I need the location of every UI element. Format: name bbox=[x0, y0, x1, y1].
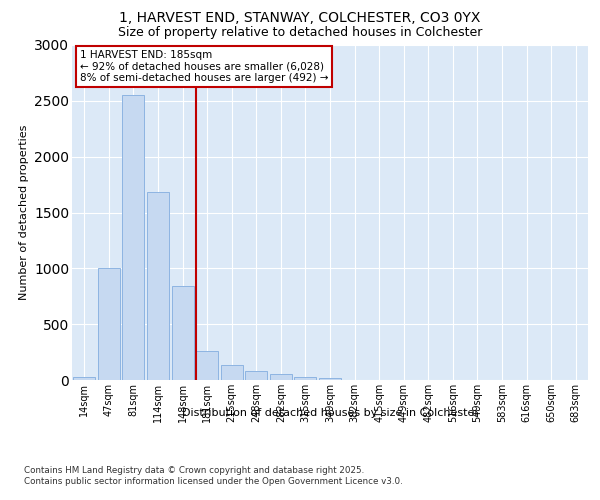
Bar bbox=[122, 95, 145, 380]
Y-axis label: Number of detached properties: Number of detached properties bbox=[19, 125, 29, 300]
Text: Contains public sector information licensed under the Open Government Licence v3: Contains public sector information licen… bbox=[24, 477, 403, 486]
Bar bbox=[98, 268, 120, 380]
Bar bbox=[73, 377, 95, 380]
Text: Contains HM Land Registry data © Crown copyright and database right 2025.: Contains HM Land Registry data © Crown c… bbox=[24, 466, 364, 475]
Text: Size of property relative to detached houses in Colchester: Size of property relative to detached ho… bbox=[118, 26, 482, 39]
Bar bbox=[172, 286, 194, 380]
Bar bbox=[221, 366, 243, 380]
Bar bbox=[196, 351, 218, 380]
Bar bbox=[319, 378, 341, 380]
Bar bbox=[270, 374, 292, 380]
Bar bbox=[295, 376, 316, 380]
Bar bbox=[245, 371, 268, 380]
Bar bbox=[147, 192, 169, 380]
Text: 1, HARVEST END, STANWAY, COLCHESTER, CO3 0YX: 1, HARVEST END, STANWAY, COLCHESTER, CO3… bbox=[119, 11, 481, 25]
Text: 1 HARVEST END: 185sqm
← 92% of detached houses are smaller (6,028)
8% of semi-de: 1 HARVEST END: 185sqm ← 92% of detached … bbox=[80, 50, 328, 83]
Text: Distribution of detached houses by size in Colchester: Distribution of detached houses by size … bbox=[182, 408, 479, 418]
